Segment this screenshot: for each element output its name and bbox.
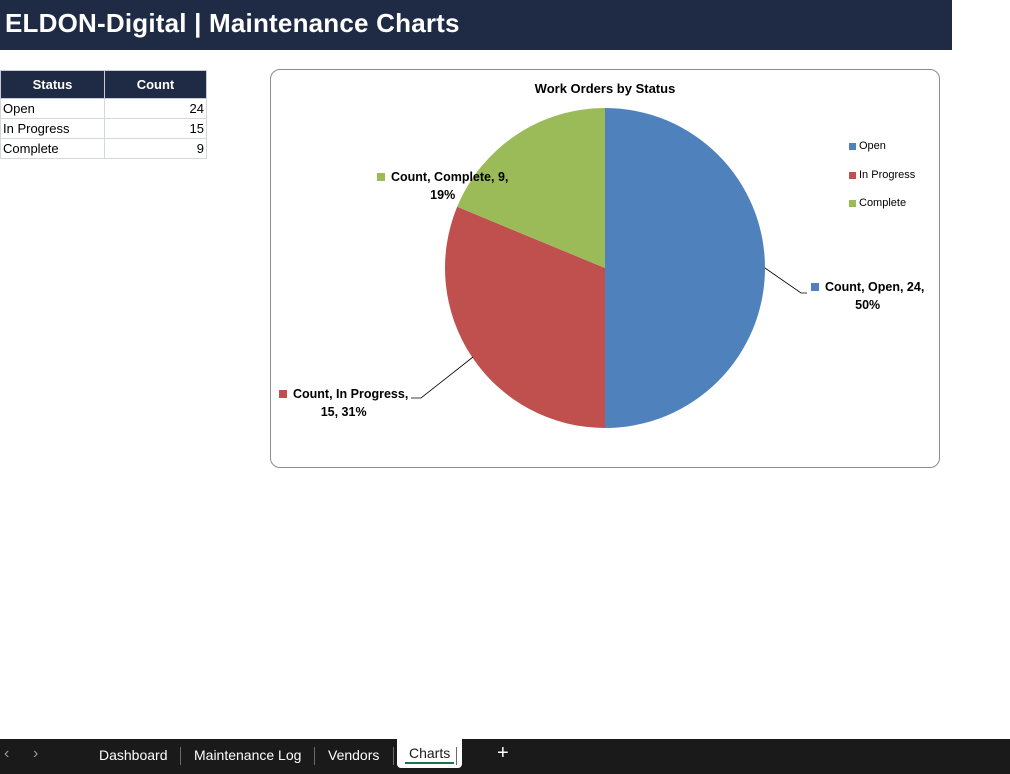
page-title: ELDON-Digital | Maintenance Charts — [5, 8, 460, 38]
data-label-in-progress-line1: Count, In Progress, — [293, 387, 409, 401]
label-swatch-open — [811, 283, 819, 291]
leader-line-open — [764, 267, 807, 294]
count-cell[interactable]: 9 — [104, 138, 207, 159]
pie-chart-plot — [411, 108, 807, 428]
data-label-complete-line1: Count, Complete, 9, — [391, 170, 509, 184]
legend-label-complete: Complete — [859, 197, 907, 209]
status-cell[interactable]: In Progress — [0, 118, 105, 139]
label-swatch-in-progress — [279, 390, 287, 398]
status-count-table: Status Count Open 24 In Progress 15 Comp… — [0, 70, 207, 159]
legend-swatch-open — [849, 143, 856, 150]
legend-swatch-in-progress — [849, 171, 856, 179]
data-label-complete: Count, Complete, 9, 19% — [377, 168, 508, 204]
data-label-open-line2: 50% — [855, 298, 881, 312]
data-label-complete-line2: 19% — [430, 188, 456, 202]
chevron-right-icon[interactable]: › — [33, 745, 39, 762]
data-label-open: Count, Open, 24, 50% — [811, 278, 924, 314]
data-label-in-progress-line2: 15, 31% — [320, 405, 367, 419]
pie-chart[interactable]: Work Orders by Status Open In Progress C… — [270, 69, 940, 468]
active-tab-underline — [405, 762, 455, 764]
title-bar: ELDON-Digital | Maintenance Charts — [0, 0, 952, 50]
count-cell[interactable]: 15 — [104, 118, 207, 139]
legend-label-open: Open — [859, 140, 886, 152]
tab-charts[interactable]: Charts — [397, 739, 463, 768]
chart-title: Work Orders by Status — [534, 81, 676, 96]
pie-slice-open[interactable] — [605, 108, 765, 428]
legend-label-in-progress: In Progress — [859, 168, 916, 181]
tab-vendors[interactable]: Vendors — [328, 747, 380, 763]
status-cell[interactable]: Complete — [0, 138, 105, 159]
tab-separator — [393, 747, 394, 765]
table-row: In Progress 15 — [0, 118, 207, 139]
label-swatch-complete — [377, 173, 385, 181]
leader-line-in-progress — [411, 356, 474, 399]
count-cell[interactable]: 24 — [104, 98, 207, 119]
legend-swatch-complete — [849, 200, 856, 207]
pie-slice-complete[interactable] — [457, 108, 605, 268]
pie-slice-in-progress[interactable] — [445, 206, 605, 428]
status-cell[interactable]: Open — [0, 98, 105, 119]
tab-separator — [314, 747, 315, 765]
table-row: Open 24 — [0, 98, 207, 119]
column-header-status[interactable]: Status — [0, 70, 105, 99]
tab-separator — [456, 747, 457, 765]
tab-separator — [180, 747, 181, 765]
table-row: Complete 9 — [0, 138, 207, 159]
data-label-in-progress: Count, In Progress, 15, 31% — [279, 385, 408, 421]
table-header-row: Status Count — [0, 70, 207, 99]
chevron-left-icon[interactable]: ‹ — [4, 745, 10, 762]
column-header-count[interactable]: Count — [104, 70, 207, 99]
plus-icon[interactable]: + — [497, 742, 509, 764]
tab-charts-label: Charts — [409, 745, 451, 761]
tab-maintenance-log[interactable]: Maintenance Log — [194, 747, 302, 763]
sheet-tabs-bar: ‹ › Dashboard Maintenance Log Vendors Ch… — [0, 739, 1010, 774]
tab-dashboard[interactable]: Dashboard — [99, 747, 168, 763]
data-label-open-line1: Count, Open, 24, — [825, 280, 925, 294]
